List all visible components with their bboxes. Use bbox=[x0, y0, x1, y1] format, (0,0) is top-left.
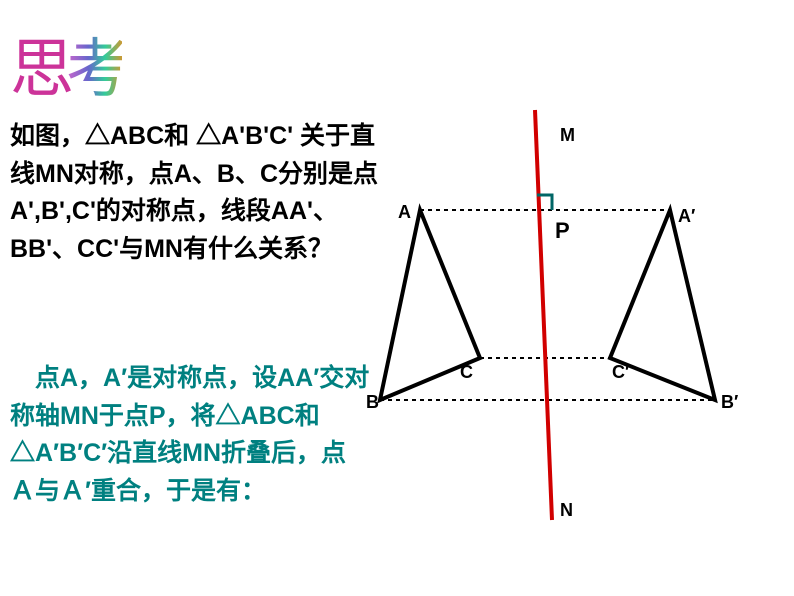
question-text: 如图，△ABC和 △A'B'C' 关于直线MN对称，点A、B、C分别是点A',B… bbox=[10, 118, 380, 268]
label-M: M bbox=[560, 125, 575, 146]
diagram-svg bbox=[370, 100, 790, 530]
title-char-2: 考 bbox=[66, 34, 122, 105]
label-P: P bbox=[555, 218, 570, 244]
label-A: A bbox=[398, 202, 411, 223]
label-C: C bbox=[460, 362, 473, 383]
geometry-diagram: M N P A B C A′ B′ C′ bbox=[370, 100, 790, 530]
label-N: N bbox=[560, 500, 573, 521]
label-Ap: A′ bbox=[678, 206, 695, 227]
answer-text: 点A，A′是对称点，设AA′交对称轴MN于点P，将△ABC和 △A′B′C′沿直… bbox=[10, 360, 370, 510]
label-B: B bbox=[366, 392, 379, 413]
title-char-1: 思 bbox=[10, 34, 66, 105]
title: 思考 bbox=[10, 18, 122, 110]
label-Bp: B′ bbox=[721, 392, 738, 413]
axis-MN bbox=[535, 110, 552, 520]
label-Cp: C′ bbox=[612, 362, 629, 383]
